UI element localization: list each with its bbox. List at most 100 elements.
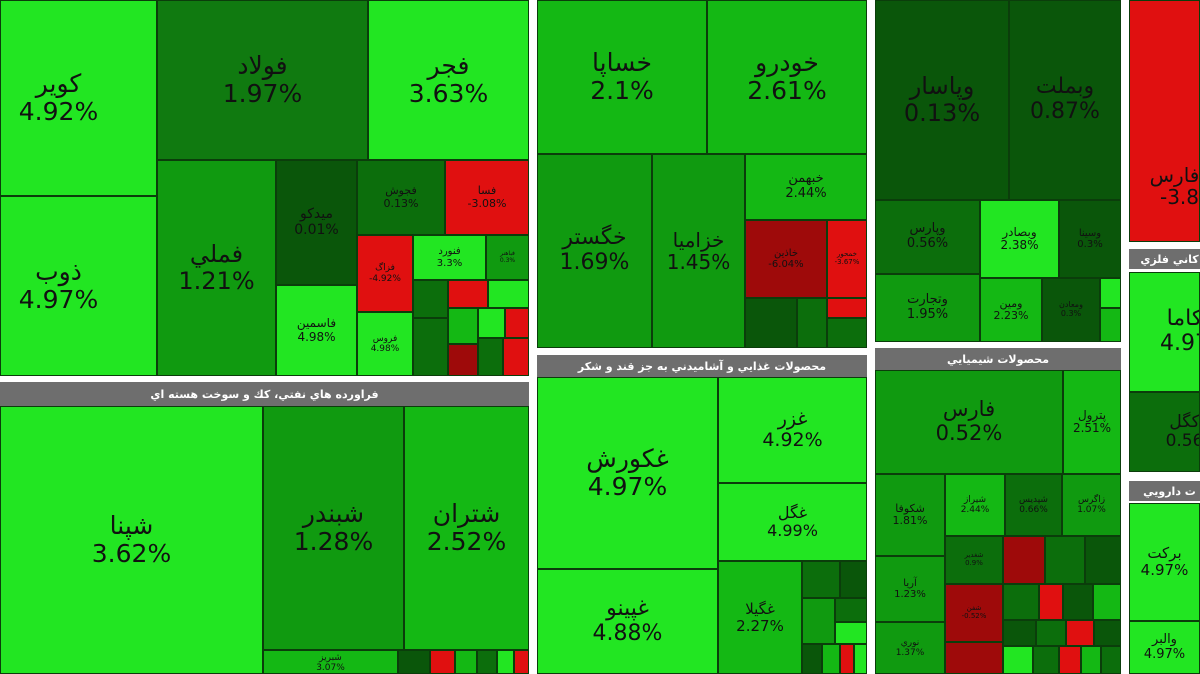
tile-small-q17[interactable] xyxy=(1101,646,1121,674)
tile-small-q4[interactable] xyxy=(1003,584,1039,620)
tile-small-q14[interactable] xyxy=(1033,646,1059,674)
tile-ghzar[interactable]: غزر 4.92% xyxy=(718,377,867,483)
tile-small-n[interactable] xyxy=(477,650,497,674)
tile-small-x6[interactable] xyxy=(503,338,529,376)
tile-small-w4[interactable] xyxy=(802,644,822,674)
tile-fagra[interactable]: فزاگ -4.92% xyxy=(357,235,413,312)
tile-kovir[interactable]: كوير 4.92% xyxy=(0,0,157,196)
tile-small-q7[interactable] xyxy=(1093,584,1121,620)
tile-small-j[interactable] xyxy=(840,561,867,598)
tile-ghkorosh[interactable]: غكورش 4.97% xyxy=(537,377,718,569)
tile-vtejart[interactable]: وتجارت 1.95% xyxy=(875,274,980,342)
tile-small-q8[interactable] xyxy=(945,642,1003,674)
tile-small-q12[interactable] xyxy=(1094,620,1121,646)
tile-khgostar[interactable]: خگستر 1.69% xyxy=(537,154,652,348)
tile-small-h[interactable] xyxy=(827,298,867,318)
tile-valbar[interactable]: والبر 4.97% xyxy=(1129,621,1200,674)
tile-kama[interactable]: كاما 4.97 xyxy=(1129,272,1200,392)
tile-fajr[interactable]: فجر 3.63% xyxy=(368,0,529,160)
tile-small-f[interactable] xyxy=(745,298,797,348)
tile-small-q2[interactable] xyxy=(1045,536,1085,584)
tile-vpasar[interactable]: وپاسار 0.13% xyxy=(875,0,1009,200)
tile-khzamia2[interactable]: خاذين -6.04% xyxy=(745,220,827,298)
tile-small-x5[interactable] xyxy=(478,338,503,376)
tile-small-w3[interactable] xyxy=(835,622,867,644)
tile-shtran[interactable]: شتران 2.52% xyxy=(404,406,529,650)
tile-shiraz[interactable]: شيراز 2.44% xyxy=(945,474,1005,536)
tile-ghgol[interactable]: غگل 4.99% xyxy=(718,483,867,561)
tile-shpdis[interactable]: شپديس 0.66% xyxy=(1005,474,1062,536)
tile-fars[interactable]: فارس 0.52% xyxy=(875,370,1063,474)
tile-khasapa[interactable]: خساپا 2.1% xyxy=(537,0,707,154)
tile-small-q10[interactable] xyxy=(1036,620,1066,646)
tile-ghgila[interactable]: غگيلا 2.27% xyxy=(718,561,802,674)
tile-small-q5[interactable] xyxy=(1039,584,1063,620)
tile-vsadr[interactable]: وبصادر 2.38% xyxy=(980,200,1059,278)
tile-small-o[interactable] xyxy=(497,650,514,674)
tile-midko[interactable]: ميدكو 0.01% xyxy=(276,160,357,285)
tile-small-l[interactable] xyxy=(430,650,455,674)
tile-small-w1[interactable] xyxy=(802,598,835,644)
tile-shghadir[interactable]: شغدير 0.9% xyxy=(945,536,1003,584)
tile-zagros[interactable]: زاگرس 1.07% xyxy=(1062,474,1121,536)
tile-small-e[interactable] xyxy=(448,280,488,308)
tile-frovs[interactable]: فروس 4.98% xyxy=(357,312,413,376)
tile-fars-top[interactable]: فارس -3.8 xyxy=(1129,0,1200,242)
tile-ghpino[interactable]: غپينو 4.88% xyxy=(537,569,718,674)
tile-small-q3[interactable] xyxy=(1085,536,1121,584)
tile-faghsemin[interactable]: فاسمين 4.98% xyxy=(276,285,357,376)
tile-zob[interactable]: ذوب 4.97% xyxy=(0,196,157,376)
tile-petrol[interactable]: پترول 2.51% xyxy=(1063,370,1121,474)
tile-small-q15[interactable] xyxy=(1059,646,1081,674)
tile-shkhoor[interactable]: شكوفا 1.81% xyxy=(875,474,945,556)
tile-vmeli[interactable]: ومين 2.23% xyxy=(980,278,1042,342)
tile-fajoos[interactable]: فجوش 0.13% xyxy=(357,160,445,235)
tile-small-x4[interactable] xyxy=(448,344,478,376)
tile-khazamia[interactable]: خزاميا 1.45% xyxy=(652,154,745,348)
tile-small-w2[interactable] xyxy=(835,598,867,622)
tile-small-i[interactable] xyxy=(802,561,840,598)
tile-khamin[interactable]: خمحور -3.67% xyxy=(827,220,867,298)
tile-shaaf[interactable]: شفن -0.52% xyxy=(945,584,1003,642)
tile-small-c[interactable] xyxy=(488,280,529,308)
tile-small-x3[interactable] xyxy=(505,308,529,338)
tile-noori[interactable]: نوري 1.37% xyxy=(875,622,945,674)
tile-small-b[interactable] xyxy=(413,280,448,318)
tile-small-x2[interactable] xyxy=(478,308,505,338)
tile-shbriz[interactable]: شبريز 3.07% xyxy=(263,650,398,674)
tile-small-g[interactable] xyxy=(797,298,827,348)
tile-small-q1[interactable] xyxy=(1003,536,1045,584)
tile-small-y1[interactable] xyxy=(827,318,867,348)
tile-vpars[interactable]: وپارس 0.56% xyxy=(875,200,980,274)
tile-small-w6[interactable] xyxy=(840,644,854,674)
tile-vsina[interactable]: وسينا 0.3% xyxy=(1059,200,1121,278)
tile-shepna[interactable]: شپنا 3.62% xyxy=(0,406,263,674)
tile-small-w7[interactable] xyxy=(854,644,867,674)
tile-small-w5[interactable] xyxy=(822,644,840,674)
tile-barkat[interactable]: بركت 4.97% xyxy=(1129,503,1200,621)
tile-small-q16[interactable] xyxy=(1081,646,1101,674)
tile-small-z2[interactable] xyxy=(1100,308,1121,342)
tile-kgol[interactable]: كگل 0.56 xyxy=(1129,392,1200,472)
tile-small-q11[interactable] xyxy=(1066,620,1094,646)
tile-fesa[interactable]: فسا -3.08% xyxy=(445,160,529,235)
tile-small-a[interactable]: فباهنر 0.3% xyxy=(486,235,529,280)
tile-fameli[interactable]: فملي 1.21% xyxy=(157,160,276,376)
tile-small-m[interactable] xyxy=(455,650,477,674)
tile-small-p[interactable] xyxy=(514,650,529,674)
tile-small-x1[interactable] xyxy=(448,308,478,344)
tile-khodro[interactable]: خودرو 2.61% xyxy=(707,0,867,154)
tile-khbahman[interactable]: خبهمن 2.44% xyxy=(745,154,867,220)
tile-aria[interactable]: آريا 1.23% xyxy=(875,556,945,622)
tile-small-z1[interactable] xyxy=(1100,278,1121,308)
tile-small-d[interactable] xyxy=(413,318,448,376)
tile-vmal[interactable]: ومعادن 0.3% xyxy=(1042,278,1100,342)
tile-small-k[interactable] xyxy=(398,650,430,674)
tile-small-q9[interactable] xyxy=(1003,620,1036,646)
tile-foolad[interactable]: فولاد 1.97% xyxy=(157,0,368,160)
tile-shbandar[interactable]: شبندر 1.28% xyxy=(263,406,404,650)
tile-small-q13[interactable] xyxy=(1003,646,1033,674)
tile-vmellat[interactable]: وبملت 0.87% xyxy=(1009,0,1121,200)
tile-small-q6[interactable] xyxy=(1063,584,1093,620)
tile-fanavar[interactable]: فنورد 3.3% xyxy=(413,235,486,280)
